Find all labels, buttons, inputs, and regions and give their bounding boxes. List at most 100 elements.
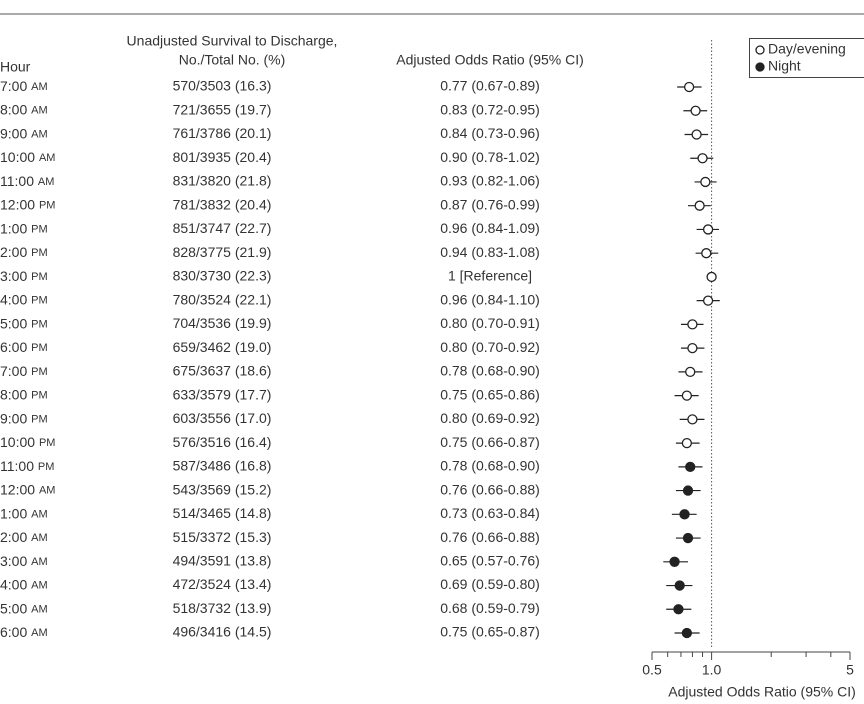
- hour-label: 10:00 PM: [0, 434, 55, 450]
- hour-label: 7:00 PM: [0, 363, 48, 379]
- hour-label: 3:00 AM: [0, 553, 48, 569]
- odds-label: 0.96 (0.84-1.09): [440, 220, 540, 236]
- odds-label: 0.94 (0.83-1.08): [440, 244, 540, 260]
- survival-label: 543/3569 (15.2): [173, 481, 272, 497]
- point: [669, 556, 680, 567]
- odds-label: 0.90 (0.78-1.02): [440, 149, 540, 165]
- legend-marker: [755, 62, 765, 72]
- point: [679, 509, 690, 520]
- hour-label: 8:00 PM: [0, 386, 48, 402]
- odds-label: 0.76 (0.66-0.88): [440, 481, 540, 497]
- survival-label: 515/3372 (15.3): [173, 529, 272, 545]
- odds-label: 0.80 (0.69-0.92): [440, 410, 540, 426]
- point: [701, 248, 712, 259]
- hour-label: 3:00 PM: [0, 268, 48, 284]
- point: [681, 437, 693, 449]
- survival-label: 570/3503 (16.3): [173, 78, 272, 94]
- point: [685, 366, 696, 378]
- survival-label: 496/3416 (14.5): [173, 624, 272, 640]
- survival-label: 781/3832 (20.4): [173, 196, 272, 212]
- legend-label: Night: [768, 58, 801, 74]
- hour-label: 4:00 PM: [0, 291, 48, 307]
- odds-label: 0.68 (0.59-0.79): [440, 600, 540, 616]
- odds-label: 0.96 (0.84-1.10): [440, 291, 540, 307]
- odds-label: 0.87 (0.76-0.99): [440, 196, 540, 212]
- survival-label: 831/3820 (21.8): [173, 173, 272, 189]
- odds-label: 0.80 (0.70-0.92): [440, 339, 540, 355]
- point: [690, 105, 701, 116]
- hour-label: 9:00 AM: [0, 125, 48, 141]
- hour-label: 9:00 PM: [0, 410, 48, 426]
- odds-label: 0.78 (0.68-0.90): [440, 458, 540, 474]
- survival-label: 828/3775 (21.9): [173, 244, 272, 260]
- hour-label: 10:00 AM: [0, 149, 55, 165]
- point: [682, 532, 694, 544]
- hour-label: 1:00 AM: [0, 505, 48, 521]
- hour-label: 11:00 AM: [0, 173, 54, 189]
- odds-label: 0.93 (0.82-1.06): [440, 173, 540, 189]
- x-tick-label: 0.5: [642, 662, 662, 678]
- point: [685, 461, 696, 472]
- odds-label: 0.84 (0.73-0.96): [440, 125, 540, 141]
- odds-label: 0.76 (0.66-0.88): [440, 529, 540, 545]
- survival-label: 675/3637 (18.6): [173, 363, 272, 379]
- point: [694, 200, 705, 211]
- point: [702, 295, 714, 306]
- survival-label: 721/3655 (19.7): [173, 101, 272, 117]
- survival-label: 851/3747 (22.7): [173, 220, 272, 236]
- odds-label: 0.83 (0.72-0.95): [440, 101, 540, 117]
- point: [683, 81, 695, 93]
- point: [702, 224, 714, 235]
- survival-label: 576/3516 (16.4): [173, 434, 272, 450]
- hour-label: 12:00 PM: [0, 196, 55, 212]
- hour-label: 2:00 PM: [0, 244, 48, 260]
- point: [681, 390, 693, 401]
- hour-label: 7:00 AM: [0, 78, 48, 94]
- point: [673, 604, 684, 615]
- hour-label: 5:00 PM: [0, 315, 48, 331]
- x-axis-label: Adjusted Odds Ratio (95% CI): [668, 684, 856, 700]
- survival-label: 801/3935 (20.4): [173, 149, 272, 165]
- odds-header: Adjusted Odds Ratio (95% CI): [396, 52, 584, 68]
- survival-label: 704/3536 (19.9): [173, 315, 272, 331]
- survival-label: 761/3786 (20.1): [173, 125, 272, 141]
- survival-label: 603/3556 (17.0): [173, 410, 272, 426]
- point: [700, 176, 711, 188]
- point: [674, 580, 685, 591]
- odds-label: 0.75 (0.65-0.87): [440, 624, 540, 640]
- hour-header: Hour: [0, 59, 31, 75]
- point: [687, 319, 698, 330]
- point: [682, 485, 694, 496]
- point: [697, 153, 708, 164]
- point: [687, 342, 698, 354]
- survival-header: No./Total No. (%): [179, 52, 286, 68]
- hour-label: 4:00 AM: [0, 576, 48, 592]
- survival-label: 472/3524 (13.4): [173, 576, 272, 592]
- hour-label: 1:00 PM: [0, 220, 48, 236]
- odds-label: 0.65 (0.57-0.76): [440, 553, 540, 569]
- odds-label: 0.78 (0.68-0.90): [440, 363, 540, 379]
- point: [687, 414, 698, 425]
- odds-label: 0.69 (0.59-0.80): [440, 576, 540, 592]
- hour-label: 2:00 AM: [0, 529, 48, 545]
- survival-header: Unadjusted Survival to Discharge,: [127, 33, 338, 49]
- hour-label: 8:00 AM: [0, 101, 48, 117]
- legend-box: [749, 38, 864, 78]
- legend-marker: [755, 45, 765, 55]
- survival-label: 633/3579 (17.7): [173, 386, 272, 402]
- hour-label: 11:00 PM: [0, 458, 54, 474]
- hour-label: 6:00 AM: [0, 624, 48, 640]
- x-tick-label: 5: [846, 662, 854, 678]
- legend-label: Day/evening: [768, 41, 846, 57]
- survival-label: 514/3465 (14.8): [173, 505, 272, 521]
- odds-label: 0.80 (0.70-0.91): [440, 315, 540, 331]
- odds-label: 0.75 (0.65-0.86): [440, 386, 540, 402]
- odds-label: 1 [Reference]: [448, 268, 532, 284]
- hour-label: 6:00 PM: [0, 339, 48, 355]
- odds-label: 0.77 (0.67-0.89): [440, 78, 540, 94]
- x-tick-label: 1.0: [702, 662, 722, 678]
- survival-label: 494/3591 (13.8): [173, 553, 272, 569]
- survival-label: 780/3524 (22.1): [173, 291, 272, 307]
